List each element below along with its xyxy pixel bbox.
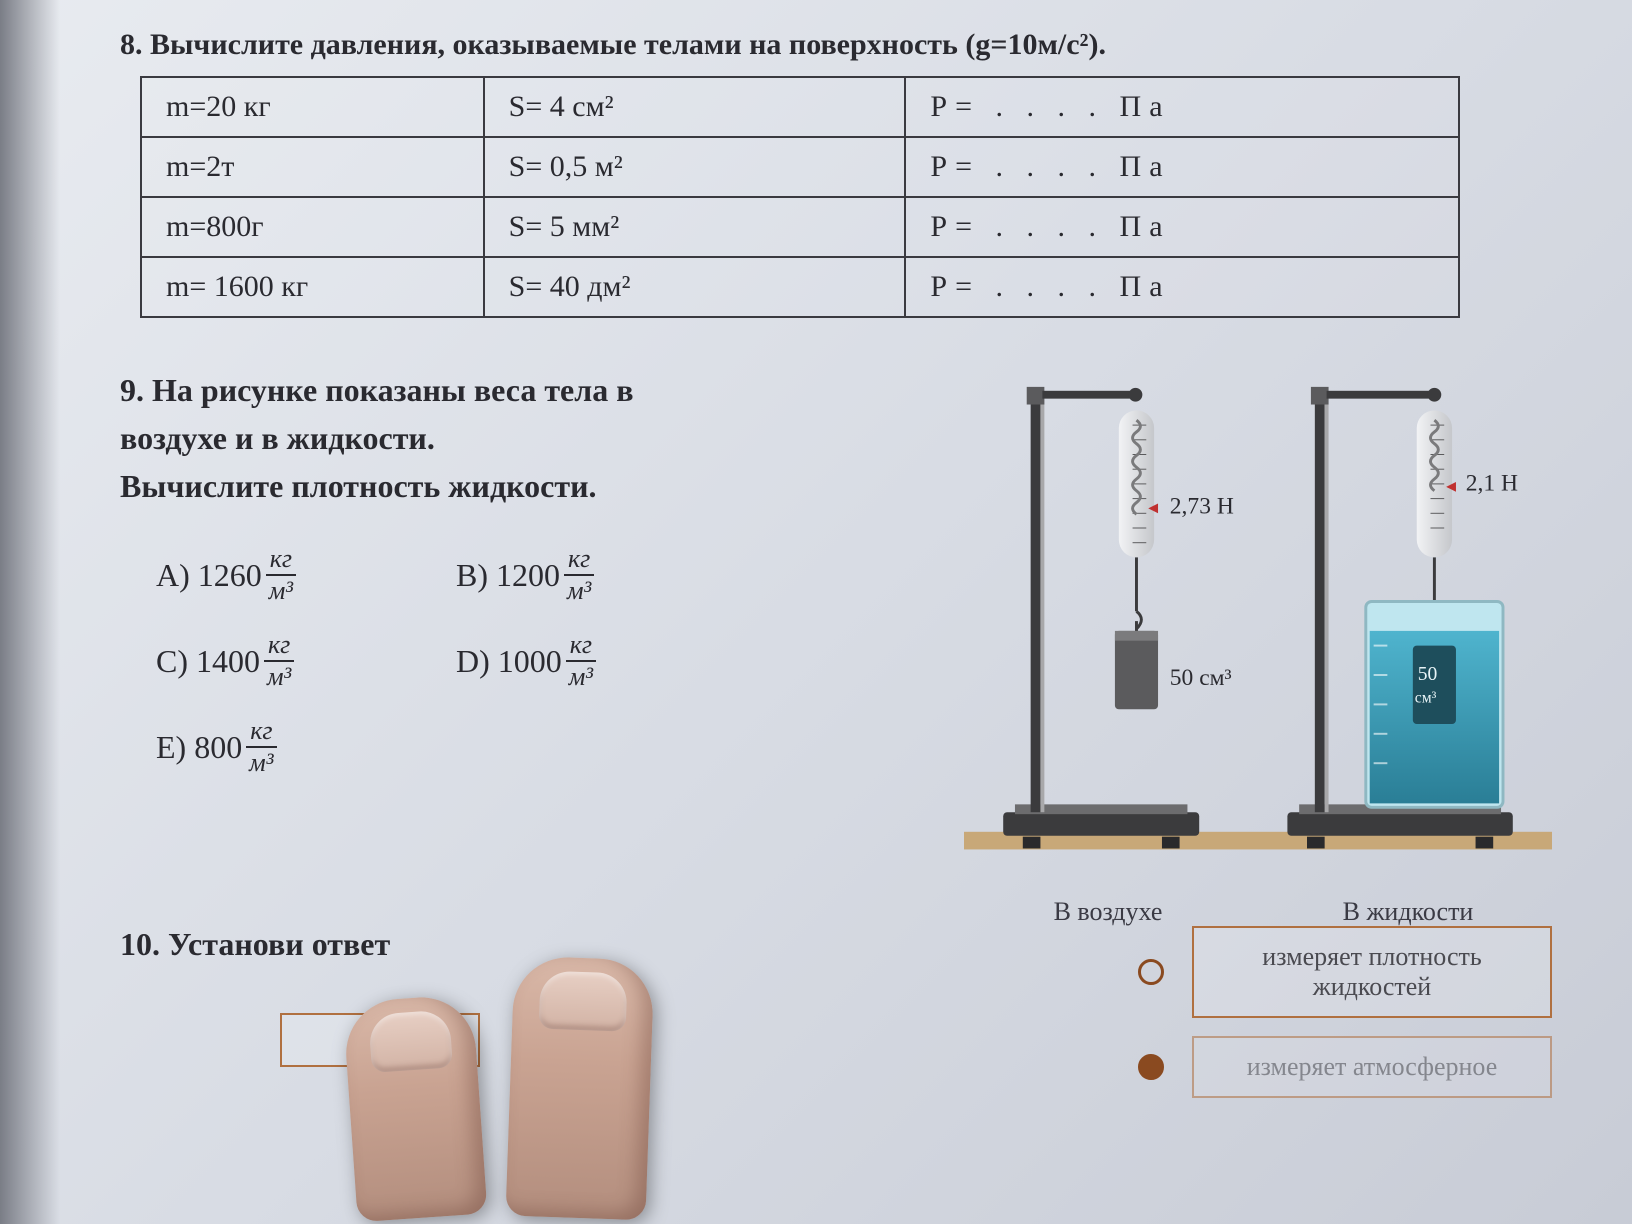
table-row: m=800г S= 5 мм² P= . . . . Па <box>141 197 1459 257</box>
unit-fraction: кгм³ <box>566 632 596 690</box>
q9-title-line: Вычислите плотность жидкости. <box>120 462 940 510</box>
q10-block: 10. Установи ответ еский измеряет плотно… <box>120 926 1552 1098</box>
q10-title: 10. Установи ответ <box>120 926 480 963</box>
q10-answer-box[interactable]: измеряет плотность жидкостей <box>1192 926 1552 1018</box>
answer-D[interactable]: D) 1000 кгм³ <box>456 632 756 690</box>
liquid-caption: В жидкости <box>1268 897 1548 927</box>
answer-A[interactable]: A) 1260 кгм³ <box>156 546 456 604</box>
cell-m: m=2т <box>141 137 484 197</box>
q9-title-line: воздухе и в жидкости. <box>120 414 940 462</box>
page-gutter-shadow <box>0 0 60 1224</box>
air-reading: 2,73 Н <box>1170 493 1234 519</box>
cell-p: P= . . . . Па <box>905 197 1459 257</box>
table-row: m=2т S= 0,5 м² P= . . . . Па <box>141 137 1459 197</box>
liquid-reading: 2,1 Н <box>1466 471 1518 497</box>
q10-answer-box[interactable]: измеряет атмосферное <box>1192 1036 1552 1098</box>
table-row: m= 1600 кг S= 40 дм² P= . . . . Па <box>141 257 1459 317</box>
unit-fraction: кгм³ <box>266 546 296 604</box>
q9-block: 9. На рисунке показаны веса тела в возду… <box>120 366 1552 886</box>
cell-s: S= 0,5 м² <box>484 137 906 197</box>
cell-m: m=800г <box>141 197 484 257</box>
table-row: m=20 кг S= 4 см² P= . . . . Па <box>141 77 1459 137</box>
unit-fraction: кгм³ <box>564 546 594 604</box>
answer-C[interactable]: C) 1400 кгм³ <box>156 632 456 690</box>
unit-fraction: кгм³ <box>246 718 276 776</box>
answer-B[interactable]: B) 1200 кгм³ <box>456 546 756 604</box>
q9-title-line: 9. На рисунке показаны веса тела в <box>120 366 940 414</box>
stand-air <box>1003 387 1199 849</box>
unit-fraction: кгм³ <box>264 632 294 690</box>
air-volume: 50 см³ <box>1170 665 1232 691</box>
cell-p: P= . . . . Па <box>905 257 1459 317</box>
cell-m: m= 1600 кг <box>141 257 484 317</box>
cell-s: S= 4 см² <box>484 77 906 137</box>
air-caption: В воздухе <box>968 897 1248 927</box>
q8-title: 8. Вычислите давления, оказываемые телам… <box>120 28 1552 62</box>
answer-grid: A) 1260 кгм³ B) 1200 кгм³ C) 1400 кгм³ D… <box>156 546 940 776</box>
finger-photo <box>342 994 487 1223</box>
q9-figure: 2,73 Н 50 см³ <box>964 366 1552 886</box>
cell-m: m=20 кг <box>141 77 484 137</box>
cell-s: S= 5 мм² <box>484 197 906 257</box>
answer-E[interactable]: E) 800 кгм³ <box>156 718 756 776</box>
radio-empty-icon[interactable] <box>1138 959 1164 985</box>
liq-volume-top: 50 <box>1418 664 1438 685</box>
finger-photo <box>506 956 655 1221</box>
radio-filled-icon[interactable] <box>1138 1054 1164 1080</box>
stand-liquid: 50 см³ <box>1287 387 1512 849</box>
liq-volume-bottom: см³ <box>1415 689 1437 706</box>
pressure-table: m=20 кг S= 4 см² P= . . . . Па m=2т S= 0… <box>140 76 1460 318</box>
cell-p: P= . . . . Па <box>905 137 1459 197</box>
q9-title: 9. На рисунке показаны веса тела в возду… <box>120 366 940 510</box>
apparatus-svg: 2,73 Н 50 см³ <box>964 366 1552 886</box>
cell-p: P= . . . . Па <box>905 77 1459 137</box>
cell-s: S= 40 дм² <box>484 257 906 317</box>
